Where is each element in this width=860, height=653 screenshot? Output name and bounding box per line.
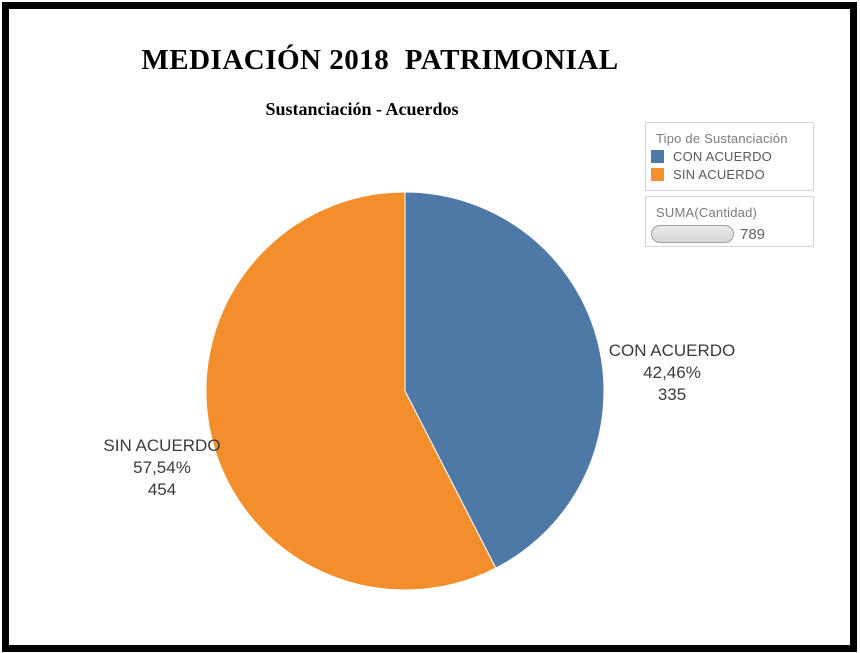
legend-item-con-acuerdo-label: CON ACUERDO <box>673 149 772 164</box>
size-legend-card: SUMA(Cantidad) 789 <box>645 196 814 247</box>
pie-label-sin-acuerdo: SIN ACUERDO 57,54% 454 <box>82 435 242 501</box>
pie-label-con-acuerdo-value: 335 <box>657 385 687 404</box>
chart-subtitle: Sustanciación - Acuerdos <box>265 99 459 119</box>
size-slider[interactable] <box>651 225 734 243</box>
pie-label-con-acuerdo-name: CON ACUERDO <box>608 341 736 360</box>
sin-acuerdo-swatch-icon <box>651 168 664 181</box>
legend-item-con-acuerdo[interactable]: CON ACUERDO <box>646 146 813 164</box>
size-legend-title: SUMA(Cantidad) <box>656 205 758 220</box>
chart-title: MEDIACIÓN 2018 PATRIMONIAL <box>141 44 619 76</box>
pie-label-con-acuerdo-pct: 42,46% <box>643 363 701 382</box>
size-legend-value: 789 <box>740 225 766 243</box>
pie-chart <box>205 191 605 591</box>
pie-label-con-acuerdo: CON ACUERDO 42,46% 335 <box>592 340 752 406</box>
size-legend-row: 789 <box>646 220 813 243</box>
pie-label-sin-acuerdo-pct: 57,54% <box>133 458 191 477</box>
legend-item-sin-acuerdo[interactable]: SIN ACUERDO <box>646 164 813 182</box>
pie-slice-con-acuerdo[interactable] <box>404 191 605 569</box>
pie-label-sin-acuerdo-value: 454 <box>147 480 177 499</box>
pie-label-sin-acuerdo-name: SIN ACUERDO <box>103 436 221 455</box>
con-acuerdo-swatch-icon <box>651 150 664 163</box>
pie-slice-sin-acuerdo[interactable] <box>205 191 497 591</box>
color-legend-title: Tipo de Sustanciación <box>656 131 788 146</box>
legend-item-sin-acuerdo-label: SIN ACUERDO <box>673 167 765 182</box>
color-legend-card: Tipo de Sustanciación CON ACUERDO SIN AC… <box>645 122 814 191</box>
